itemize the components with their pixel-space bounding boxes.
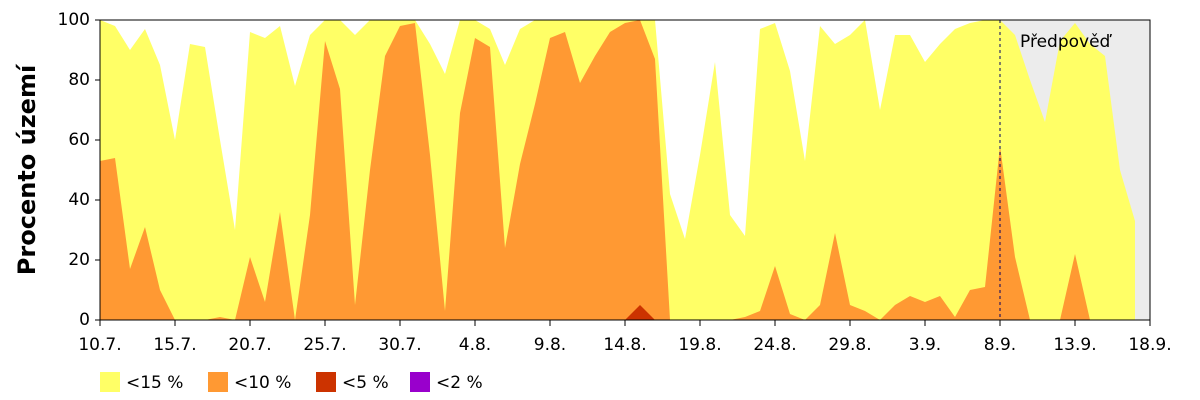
legend-swatch [100,372,120,392]
legend-item: <2 % [410,372,483,393]
x-tick-label: 9.8. [534,335,566,355]
legend-swatch [316,372,336,392]
x-tick-label: 10.7. [78,335,121,355]
x-tick-label: 30.7. [378,335,421,355]
y-tick-label: 0 [79,310,90,330]
x-tick-label: 25.7. [303,335,346,355]
x-tick-label: 14.8. [603,335,646,355]
x-tick-label: 24.8. [753,335,796,355]
legend-swatch [410,372,430,392]
legend-item: <5 % [316,372,389,393]
y-tick-label: 20 [68,250,90,270]
legend-label: <2 % [436,373,483,393]
legend-label: <10 % [234,373,291,393]
x-tick-label: 18.9. [1128,335,1171,355]
x-tick-label: 29.8. [828,335,871,355]
x-tick-label: 15.7. [153,335,196,355]
y-tick-label: 60 [68,130,90,150]
y-tick-label: 100 [58,10,90,30]
y-tick-label: 40 [68,190,90,210]
x-tick-label: 3.9. [909,335,941,355]
y-axis-label: Procento území [13,63,41,275]
legend-label: <5 % [342,373,389,393]
legend-item: <15 % [100,372,183,393]
x-tick-label: 4.8. [459,335,491,355]
legend-label: <15 % [126,373,183,393]
x-tick-label: 20.7. [228,335,271,355]
legend-item: <10 % [208,372,291,393]
x-tick-label: 13.9. [1053,335,1096,355]
area [100,20,1135,320]
legend-swatch [208,372,228,392]
x-tick-label: 19.8. [678,335,721,355]
y-tick-label: 80 [68,70,90,90]
x-tick-label: 8.9. [984,335,1016,355]
forecast-label: Předpověď [1020,32,1113,52]
